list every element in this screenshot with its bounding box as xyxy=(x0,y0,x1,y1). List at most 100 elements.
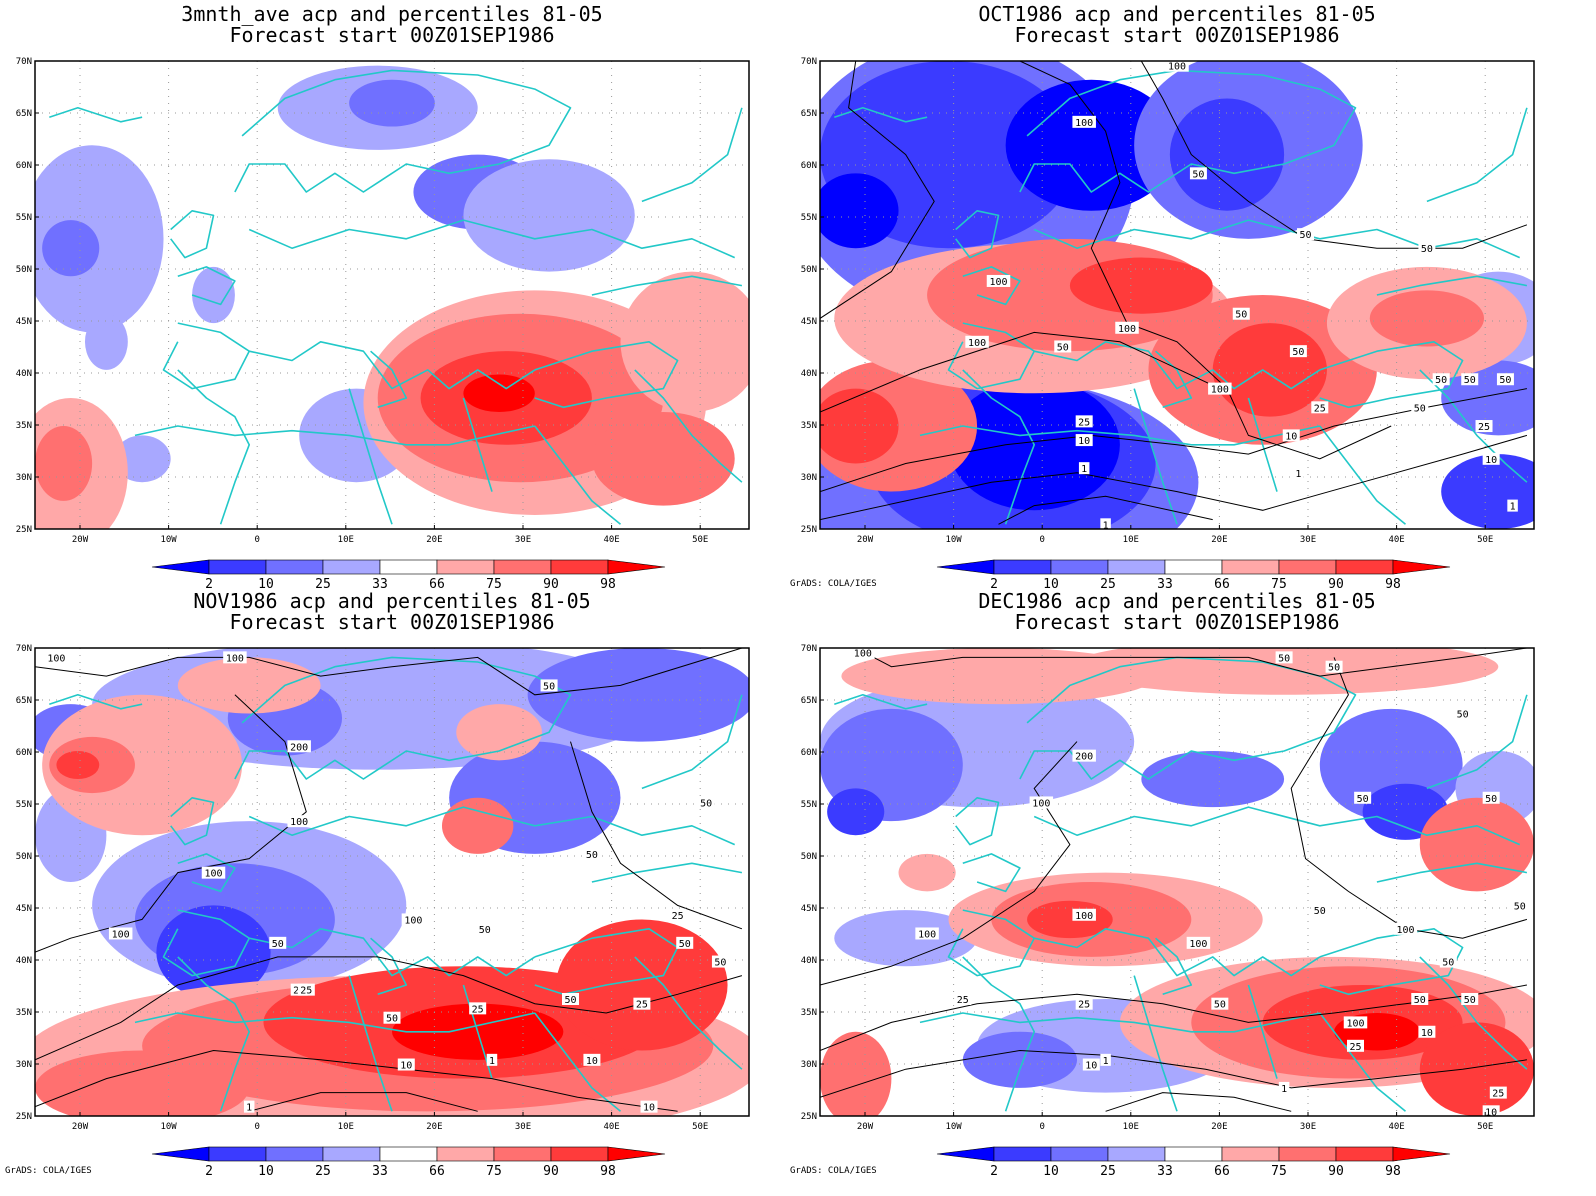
panel-title: DEC1986 acp and percentiles 81-05 xyxy=(978,589,1375,613)
lon-label: 10E xyxy=(338,535,354,545)
contour-label-box xyxy=(243,1100,255,1113)
lon-label: 0 xyxy=(1039,535,1044,545)
colorbar-segment xyxy=(1278,559,1337,575)
lat-label: 40N xyxy=(16,956,32,966)
contour-label: 50 xyxy=(1464,995,1476,1006)
contour-label-box xyxy=(1311,904,1329,917)
coastline xyxy=(1155,937,1193,996)
contour-label: 100 xyxy=(404,915,422,926)
contour-label: 10 xyxy=(1485,1107,1497,1118)
lat-label: 45N xyxy=(801,317,817,327)
colorbar-segment xyxy=(1335,1146,1394,1162)
contour-label: 100 xyxy=(1118,324,1136,335)
contour-line xyxy=(1290,657,1528,939)
contour-label: 25 xyxy=(1349,1042,1361,1053)
contour-label: 100 xyxy=(1189,939,1207,950)
lat-label: 70N xyxy=(801,57,817,67)
coastline xyxy=(834,694,928,710)
contour-label-box xyxy=(1278,1081,1290,1094)
contour-label-box xyxy=(269,936,287,949)
coastline xyxy=(1376,275,1528,296)
panel-subtitle: Forecast start 00Z01SEP1986 xyxy=(229,23,554,47)
panel-subtitle: Forecast start 00Z01SEP1986 xyxy=(229,610,554,634)
percentile-shading xyxy=(1212,323,1327,417)
contour-label-box xyxy=(965,335,989,348)
percentile-shading xyxy=(456,704,542,761)
lat-label: 40N xyxy=(801,369,817,379)
colorbar: 2 10 25 33 66 75 90 98 xyxy=(936,559,1451,592)
colorbar-segment xyxy=(493,1146,552,1162)
colorbar-label: 90 xyxy=(1328,577,1344,592)
colorbar-arrow-left xyxy=(936,559,995,575)
contour-label: 25 xyxy=(472,1004,484,1015)
colorbar-label: 25 xyxy=(1100,577,1116,592)
contour-label: 100 xyxy=(918,929,936,940)
percentile-shading xyxy=(1169,98,1285,211)
lon-label: 10W xyxy=(945,1122,962,1132)
percentile-shading xyxy=(962,1031,1078,1088)
contour-label: 100 xyxy=(989,277,1007,288)
contour-label: 10 xyxy=(586,1056,598,1067)
coastline xyxy=(170,797,215,846)
coastline xyxy=(348,975,393,1112)
percentile-shading xyxy=(820,388,899,464)
contour-label: 100 xyxy=(968,338,986,349)
contour-label: 100 xyxy=(1396,925,1414,936)
contour-line xyxy=(820,434,1528,521)
contour-label: 100 xyxy=(290,817,308,828)
contour-label-box xyxy=(223,651,247,664)
contour-label: 25 xyxy=(1078,417,1090,428)
lat-label: 30N xyxy=(801,473,817,483)
coastline xyxy=(370,937,408,996)
map-panel-3: 1001005020010050501001001005050252550255… xyxy=(5,589,750,1179)
colorbar-label: 75 xyxy=(1271,1164,1287,1179)
contour-label-box xyxy=(1186,936,1211,949)
contour-label-box xyxy=(1507,499,1518,512)
contour-label: 100 xyxy=(1168,62,1186,73)
percentile-shading xyxy=(1369,290,1485,347)
contour-label: 100 xyxy=(204,869,222,880)
credit-text: GrADS: COLA/IGES xyxy=(5,1166,92,1176)
contour-label: 50 xyxy=(1421,244,1433,255)
map-frame xyxy=(34,60,750,530)
contour-label: 1 xyxy=(1510,502,1516,513)
colorbar-label: 75 xyxy=(486,1164,502,1179)
contour-label-box xyxy=(851,648,875,659)
coastline xyxy=(1426,107,1528,203)
colorbar: 2 10 25 33 66 75 90 98 xyxy=(936,1146,1451,1179)
lat-label: 40N xyxy=(801,956,817,966)
contour-line xyxy=(35,1049,678,1112)
colorbar-segment xyxy=(322,1146,381,1162)
colorbar-segment xyxy=(436,1146,495,1162)
coastline xyxy=(348,388,393,525)
map-frame xyxy=(819,647,1535,1117)
percentile-shading xyxy=(820,173,899,249)
lat-label: 70N xyxy=(16,644,32,654)
lat-label: 35N xyxy=(801,421,817,431)
coastline xyxy=(641,107,743,203)
contour-label: 50 xyxy=(1414,995,1426,1006)
contour-line xyxy=(35,648,743,696)
contour-label-box xyxy=(540,679,558,692)
contour-line xyxy=(570,741,743,930)
contour-label-box xyxy=(676,936,694,949)
lat-label: 55N xyxy=(16,213,32,223)
contour-label-box xyxy=(1275,651,1293,664)
colorbar-arrow-left xyxy=(936,1146,995,1162)
contour-label: 100 xyxy=(1346,1018,1364,1029)
lat-label: 30N xyxy=(801,1060,817,1070)
lon-label: 30E xyxy=(515,535,531,545)
colorbar-arrow-right xyxy=(607,1146,666,1162)
colorbar-label: 2 xyxy=(205,1164,213,1179)
lat-label: 35N xyxy=(16,1008,32,1018)
contour-label-box xyxy=(711,955,729,968)
contour-label: 50 xyxy=(586,850,598,861)
colorbar-label: 33 xyxy=(372,1164,388,1179)
lon-label: 30E xyxy=(1300,1122,1316,1132)
contour-label-box xyxy=(1347,1039,1364,1052)
colorbar-segment xyxy=(379,559,438,575)
contour-line xyxy=(998,495,1213,525)
contour-label-box xyxy=(383,1011,401,1024)
panel-subtitle: Forecast start 00Z01SEP1986 xyxy=(1014,610,1339,634)
